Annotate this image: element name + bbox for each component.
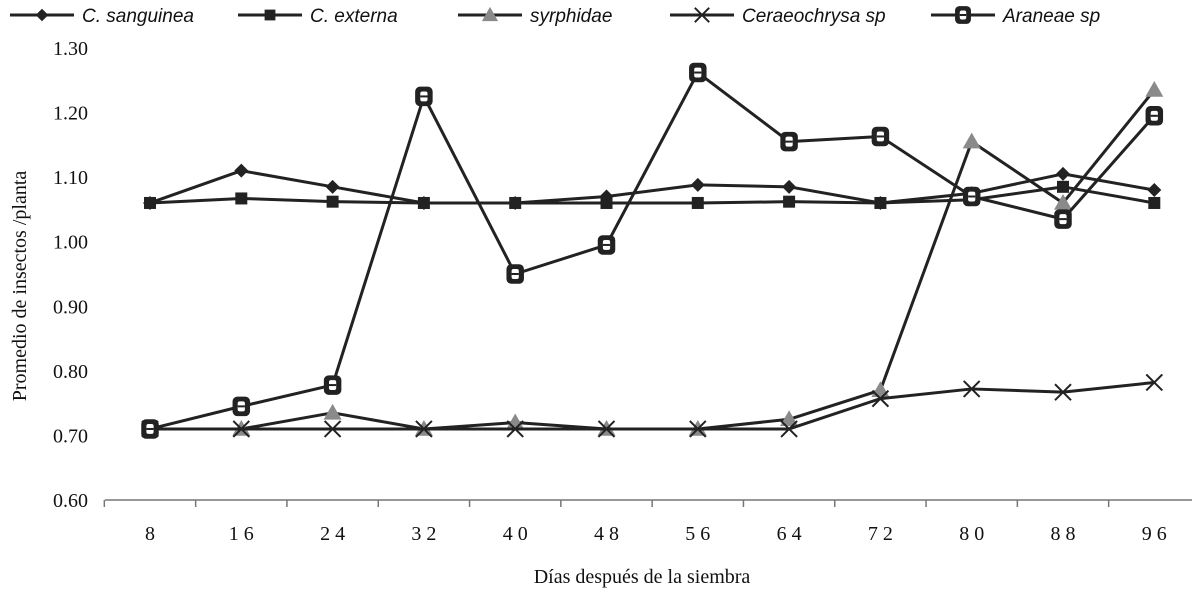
- data-point-marker: [235, 192, 248, 205]
- data-point-marker: [1145, 80, 1164, 97]
- series-group: [141, 62, 1164, 439]
- x-tick-label: 3 2: [411, 523, 436, 545]
- data-point-marker: [690, 177, 705, 192]
- data-point-marker: [780, 410, 799, 427]
- data-point-marker: [871, 381, 890, 397]
- y-axis-ticks: 0.60 0.70 0.80 0.90 1.00 1.10 1.20 1.30: [53, 38, 88, 512]
- data-point-marker: [1056, 166, 1070, 181]
- x-axis-ticks: 8 1 6 2 4 3 2 4 0 4 8 5 6 6 4 7 2 8 0 8 8 9 6: [103, 500, 1167, 545]
- data-point-marker: [509, 196, 522, 209]
- data-point-marker: [1057, 180, 1069, 193]
- legend-label: C. sanguinea: [82, 6, 194, 27]
- legend-label: Araneae sp: [1002, 6, 1100, 27]
- data-point-marker: [874, 196, 887, 209]
- data-point-marker: [232, 420, 251, 438]
- data-point-marker: [264, 9, 276, 21]
- series-line: [149, 71, 1156, 431]
- data-point-marker: [415, 420, 433, 438]
- series-line: [150, 89, 1156, 431]
- data-point-marker: [323, 403, 342, 420]
- x-tick-label: 1 6: [229, 523, 254, 545]
- data-point-marker: [1147, 183, 1162, 198]
- x-tick-label: 6 4: [777, 523, 802, 545]
- data-point-marker: [600, 196, 613, 209]
- legend-label: C. externa: [310, 6, 398, 27]
- series-line: [149, 185, 1155, 205]
- data-point-marker: [1054, 383, 1072, 401]
- legend-item: C. sanguinea: [10, 6, 194, 27]
- data-point-marker: [326, 195, 339, 208]
- data-point-marker: [783, 195, 796, 208]
- x-tick-label: 4 0: [503, 523, 528, 545]
- legend-item: syrphidae: [458, 6, 612, 27]
- data-point-marker: [782, 179, 797, 194]
- data-point-marker: [417, 196, 430, 209]
- data-point-marker: [481, 6, 499, 22]
- legend: C. sanguinea C. externa syrphidae Ceraeochr…: [10, 6, 1100, 27]
- data-point-marker: [694, 7, 710, 23]
- x-tick-label: 8 8: [1051, 523, 1076, 545]
- data-point-marker: [144, 196, 156, 209]
- data-point-marker: [691, 196, 704, 209]
- y-tick-label: 1.30: [53, 38, 88, 60]
- x-tick-label: 8: [145, 523, 155, 545]
- data-point-marker: [1148, 196, 1161, 209]
- x-tick-label: 7 2: [868, 523, 893, 545]
- data-point-marker: [962, 380, 981, 398]
- data-point-marker: [506, 420, 524, 438]
- x-tick-label: 4 8: [594, 523, 619, 545]
- data-point-marker: [871, 389, 890, 408]
- data-point-marker: [325, 179, 340, 194]
- series-line: [150, 380, 1155, 431]
- legend-item: Araneae sp: [931, 6, 1100, 27]
- data-point-marker: [780, 420, 798, 438]
- y-tick-label: 1.20: [53, 103, 88, 125]
- legend-label: Ceraeochrysa sp: [742, 6, 886, 27]
- data-point-marker: [597, 420, 616, 438]
- legend-item: Ceraeochrysa sp: [670, 6, 886, 27]
- data-point-marker: [323, 420, 342, 438]
- y-tick-label: 0.70: [53, 425, 88, 447]
- data-point-marker: [234, 163, 249, 178]
- data-point-marker: [1054, 193, 1072, 210]
- data-point-marker: [35, 8, 49, 22]
- y-tick-label: 0.90: [53, 296, 88, 318]
- legend-label: syrphidae: [530, 6, 612, 27]
- plot-area: [141, 62, 1164, 439]
- x-tick-label: 5 6: [685, 523, 710, 545]
- series-group: [141, 80, 1164, 436]
- y-tick-label: 1.10: [53, 167, 88, 189]
- y-tick-label: 0.80: [53, 361, 88, 383]
- x-tick-label: 8 0: [959, 523, 984, 545]
- legend-item: C. externa: [238, 6, 398, 27]
- x-tick-label: 9 6: [1142, 523, 1167, 545]
- series-line: [149, 169, 1155, 205]
- x-axis-title: Días después de la siembra: [534, 566, 751, 588]
- data-point-marker: [962, 132, 981, 149]
- data-point-marker: [689, 420, 707, 438]
- series-group: [141, 373, 1164, 438]
- y-tick-label: 1.00: [53, 232, 88, 254]
- x-tick-label: 2 4: [320, 523, 345, 545]
- y-axis-title: Promedio de insectos /planta: [9, 171, 31, 402]
- data-point-marker: [1145, 373, 1164, 392]
- y-tick-label: 0.60: [53, 490, 88, 512]
